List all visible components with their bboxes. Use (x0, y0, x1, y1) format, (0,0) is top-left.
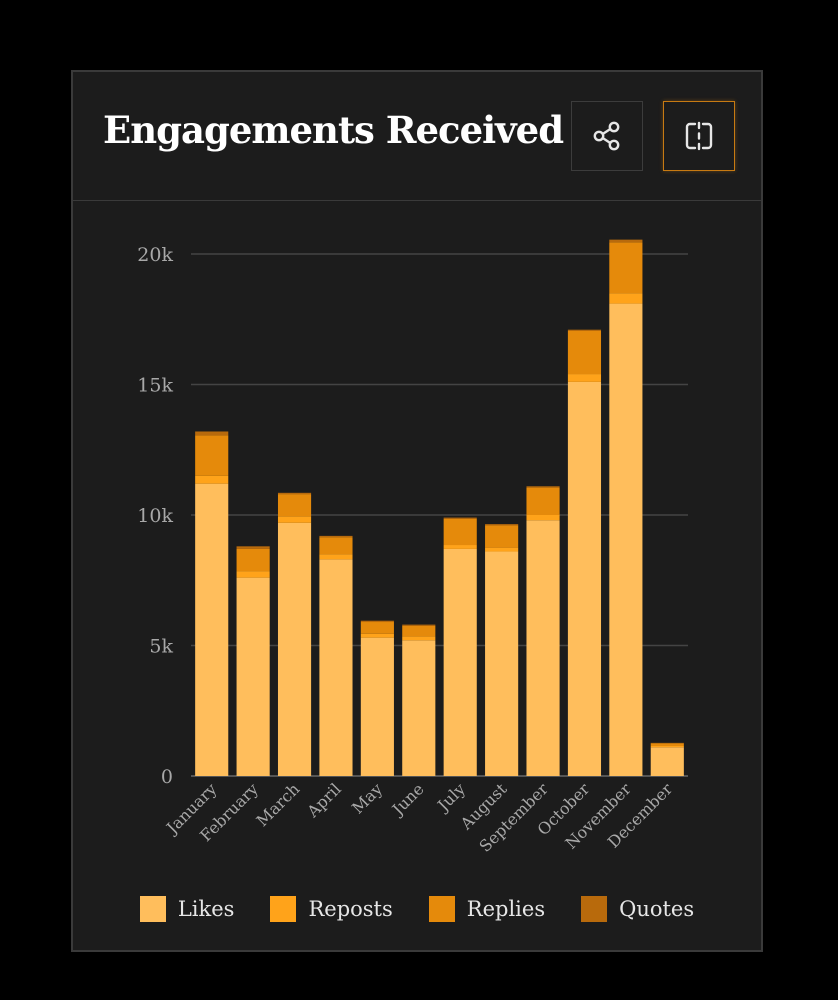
share-button[interactable] (571, 101, 643, 171)
bar-segment-likes (567, 381, 602, 776)
bar-segment-likes (195, 483, 229, 776)
bar-segment-reposts (402, 636, 436, 641)
x-tick-label: April (303, 779, 345, 821)
bar-segment-reposts (609, 293, 643, 304)
bar-segment-replies (567, 330, 602, 375)
bar-segment-quotes (567, 329, 602, 331)
bar-segment-replies (443, 518, 477, 546)
legend-item-replies[interactable]: Replies (428, 896, 546, 922)
bar-segment-reposts (360, 633, 394, 638)
bar-segment-quotes (402, 624, 436, 626)
bar-segment-reposts (567, 374, 602, 382)
bar-segment-reposts (526, 515, 560, 521)
y-tick-label: 10k (137, 505, 173, 527)
legend-label: Reposts (308, 897, 393, 921)
bar-segment-quotes (485, 524, 519, 526)
legend-label: Replies (466, 897, 546, 921)
x-tick-label: June (387, 779, 428, 820)
y-tick-label: 0 (161, 766, 173, 788)
legend-item-likes[interactable]: Likes (139, 896, 235, 922)
bar-segment-quotes (277, 492, 312, 495)
bar-segment-quotes (609, 239, 643, 243)
legend-label: Likes (177, 897, 235, 921)
bar-segment-reposts (319, 554, 353, 560)
bar-segment-replies (360, 622, 394, 634)
bar-segment-likes (360, 637, 394, 776)
card-header: Engagements Received (73, 72, 761, 201)
split-view-button[interactable] (663, 101, 735, 171)
page-title: Engagements Received (103, 108, 564, 152)
y-tick-label: 15k (137, 375, 173, 397)
legend-label: Quotes (619, 897, 695, 921)
bar-segment-replies (236, 548, 270, 572)
bar-segment-quotes (360, 620, 394, 623)
bar-segment-likes (443, 548, 477, 776)
bar-segment-reposts (443, 545, 477, 549)
bar-segment-reposts (485, 547, 519, 552)
chart-card: Engagements Received 0 5k 10k 15k 20k January… (71, 70, 763, 952)
bar-segment-likes (485, 551, 519, 776)
bar-segment-quotes (650, 742, 684, 744)
legend-item-reposts[interactable]: Reposts (270, 896, 393, 922)
legend: Likes Reposts Replies Quotes (73, 896, 761, 922)
bar-segment-reposts (236, 571, 270, 578)
x-tick-label: March (253, 779, 304, 830)
bar-segment-likes (319, 559, 353, 776)
bar-segment-replies (319, 537, 353, 555)
bar-segment-reposts (277, 516, 312, 523)
legend-item-quotes[interactable]: Quotes (581, 896, 694, 922)
bar-segment-quotes (236, 546, 270, 549)
bar-segment-quotes (443, 517, 477, 519)
bar-segment-replies (526, 487, 560, 515)
bar-segment-quotes (319, 535, 353, 538)
bar-segment-replies (485, 525, 519, 548)
bar-segment-reposts (195, 475, 229, 484)
bar-segment-replies (402, 625, 436, 637)
bar-segment-likes (236, 577, 270, 776)
bar-segment-reposts (650, 745, 684, 748)
share-icon (593, 121, 620, 151)
bar-segment-quotes (195, 431, 229, 436)
legend-swatch-replies (428, 896, 455, 922)
bar-segment-replies (609, 242, 643, 294)
x-tick-label: July (432, 779, 469, 816)
bar-segment-quotes (526, 486, 560, 488)
bar-segment-likes (402, 640, 436, 776)
bar-segment-replies (650, 743, 684, 746)
bar-segment-replies (195, 435, 229, 476)
y-tick-label: 20k (137, 244, 173, 266)
bar-segment-replies (277, 494, 312, 517)
bar-segment-likes (526, 520, 560, 776)
bar-segment-likes (277, 522, 312, 776)
legend-swatch-quotes (581, 896, 608, 922)
bar-segment-likes (609, 303, 643, 776)
x-tick-label: May (348, 779, 386, 817)
legend-swatch-likes (139, 896, 166, 922)
split-view-icon (685, 121, 713, 151)
bar-segment-likes (650, 747, 684, 776)
y-tick-label: 5k (149, 636, 173, 658)
legend-swatch-reposts (270, 896, 297, 922)
chart-area: 0 5k 10k 15k 20k January February March April May… (73, 202, 761, 952)
